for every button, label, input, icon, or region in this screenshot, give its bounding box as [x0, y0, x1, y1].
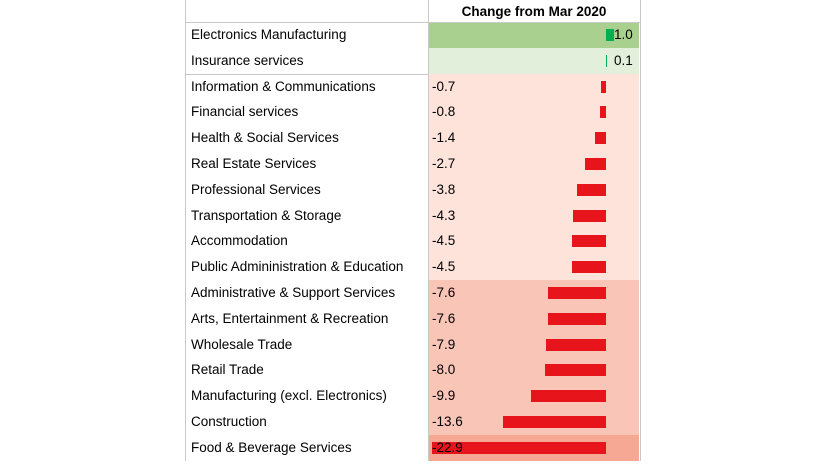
- category-label: Health & Social Services: [191, 130, 339, 146]
- data-label: -0.8: [432, 104, 456, 120]
- data-label: 0.1: [614, 52, 633, 68]
- data-label: -2.7: [432, 156, 456, 171]
- data-label: -4.5: [432, 233, 456, 249]
- negative-bar: [573, 209, 606, 222]
- category-label: Arts, Entertainment & Recreation: [191, 310, 389, 326]
- category-label: Financial services: [191, 104, 299, 120]
- value-cell: [428, 47, 639, 74]
- table-border: [428, 0, 429, 461]
- negative-bar: [577, 183, 606, 196]
- table-border: [640, 0, 641, 461]
- negative-bar: [530, 390, 606, 403]
- data-label: -3.8: [432, 181, 456, 197]
- negative-bar: [502, 415, 606, 428]
- value-cell: [428, 22, 639, 48]
- value-cell: [428, 151, 639, 177]
- data-label: -0.7: [432, 78, 456, 94]
- negative-bar: [585, 157, 606, 170]
- negative-bar: [595, 132, 606, 145]
- category-label: Public Admininistration & Education: [191, 259, 404, 275]
- category-label: Manufacturing (excl. Electronics): [191, 388, 387, 404]
- category-label: Wholesale Trade: [191, 336, 293, 352]
- data-label: -9.9: [432, 388, 456, 404]
- category-label: Food & Beverage Services: [191, 439, 352, 455]
- negative-bar: [548, 286, 606, 299]
- positive-bar: [606, 28, 614, 41]
- negative-bar: [571, 261, 606, 274]
- value-cell: [428, 202, 639, 229]
- value-cell: [428, 305, 639, 332]
- value-cell: [428, 125, 639, 151]
- table-border: [185, 0, 186, 461]
- data-label: -7.9: [432, 336, 456, 352]
- category-label: Insurance services: [191, 52, 304, 68]
- value-cell: [428, 228, 639, 255]
- data-label: -4.5: [432, 259, 456, 275]
- data-label: -13.6: [432, 414, 463, 429]
- data-label: -7.6: [432, 285, 456, 300]
- category-label: Retail Trade: [191, 362, 264, 378]
- value-cell: [428, 331, 639, 358]
- data-label: -1.4: [432, 130, 456, 146]
- negative-bar: [599, 106, 606, 119]
- data-label: -22.9: [432, 439, 463, 455]
- value-cell: [428, 176, 639, 203]
- category-label: Accommodation: [191, 233, 288, 249]
- category-label: Administrative & Support Services: [191, 285, 396, 300]
- value-cell: [428, 280, 639, 306]
- column-header: Change from Mar 2020: [461, 4, 607, 19]
- category-label: Professional Services: [191, 181, 321, 197]
- group-divider: [185, 73, 428, 75]
- negative-bar: [571, 235, 606, 248]
- negative-bar: [545, 338, 606, 351]
- value-cell: [428, 254, 639, 280]
- category-label: Transportation & Storage: [191, 207, 342, 223]
- negative-bar: [545, 364, 606, 377]
- data-label: -7.6: [432, 310, 456, 326]
- table-border: [185, 22, 640, 23]
- category-label: Information & Communications: [191, 78, 376, 94]
- value-cell: [428, 357, 639, 384]
- positive-bar: [606, 54, 607, 67]
- data-label: -4.3: [432, 207, 456, 223]
- data-label: -8.0: [432, 362, 456, 378]
- negative-bar: [431, 441, 606, 454]
- category-label: Electronics Manufacturing: [191, 27, 347, 42]
- value-cell: [428, 99, 639, 126]
- category-label: Real Estate Services: [191, 156, 317, 171]
- negative-bar: [600, 80, 606, 93]
- category-label: Construction: [191, 414, 267, 429]
- data-label: 1.0: [614, 27, 633, 42]
- value-cell: [428, 73, 639, 100]
- negative-bar: [548, 312, 606, 325]
